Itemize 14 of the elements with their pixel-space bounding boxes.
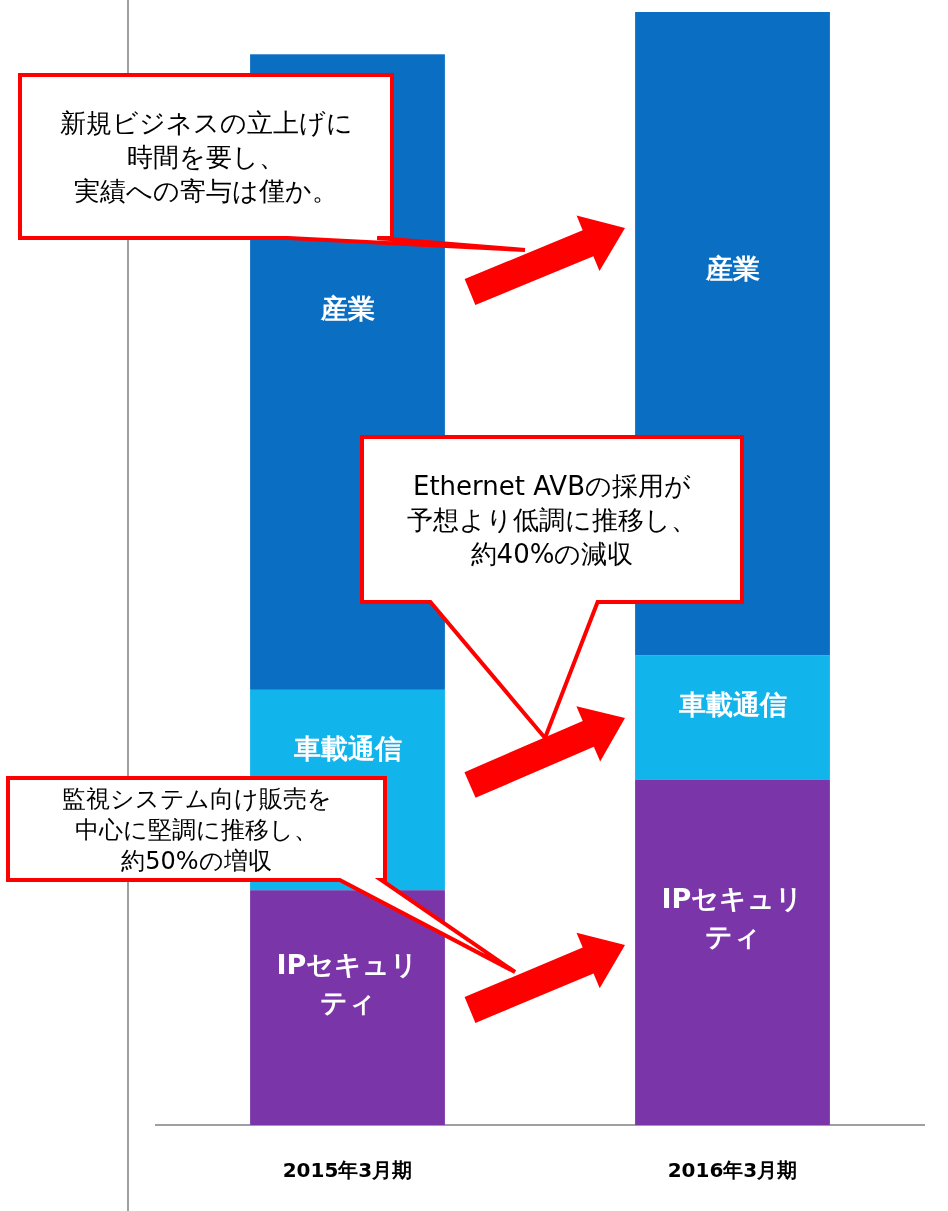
series-label: 車載通信 <box>677 689 787 721</box>
text: 車載通信 <box>293 733 402 764</box>
annotation: 監視システム向け販売を中心に堅調に推移し、約50%の増収 <box>61 785 332 875</box>
series-label: 産業 <box>704 253 760 285</box>
bar <box>635 779 830 1125</box>
annotation: Ethernet AVBの採用が予想より低調に推移し、約40%の減収 <box>407 470 697 569</box>
annotation: 新規ビジネスの立上げに時間を要し、実績への寄与は僅か。 <box>59 107 353 206</box>
callout: 新規ビジネスの立上げに時間を要し、実績への寄与は僅か。 <box>18 73 527 252</box>
series-label: IPセキュリティ <box>276 949 419 1019</box>
text: IPセキュリティ <box>661 882 804 952</box>
x-tick-label: 2015年3月期 <box>282 1158 413 1182</box>
bar <box>635 655 830 780</box>
text: 産業 <box>320 292 375 324</box>
x-tick-label: 2016年3月期 <box>667 1158 798 1182</box>
